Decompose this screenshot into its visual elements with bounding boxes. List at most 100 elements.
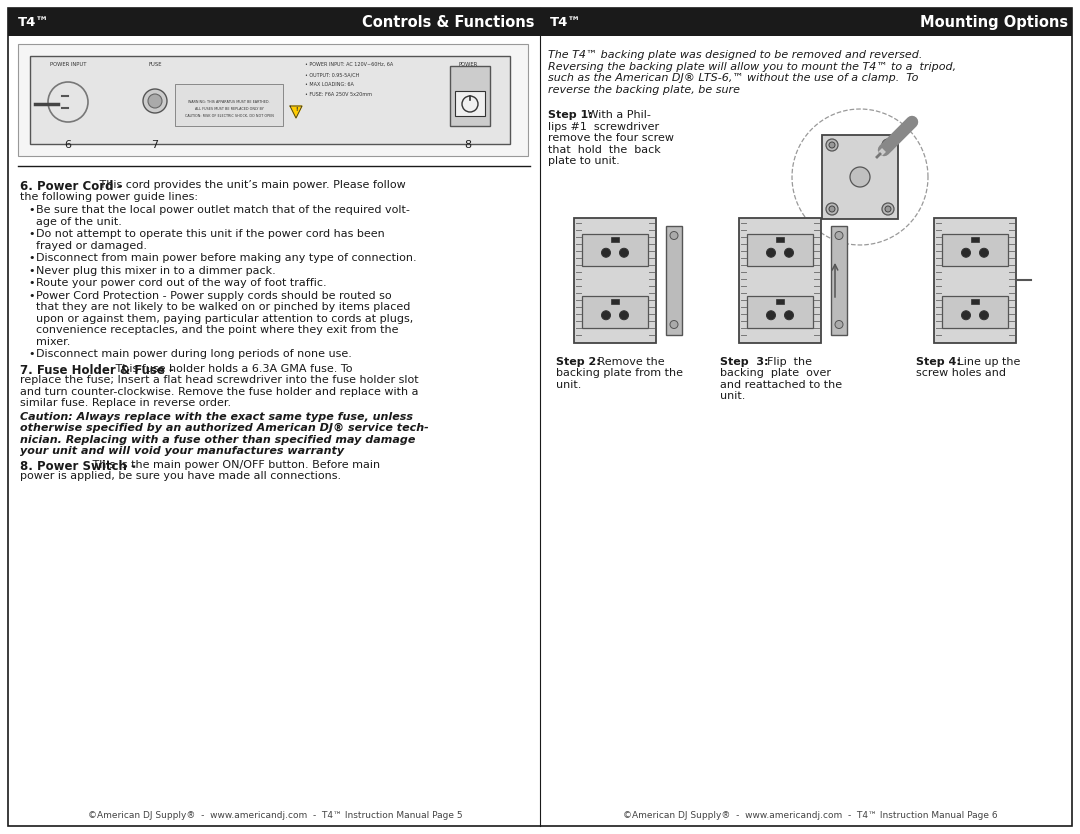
- Text: CAUTION: RISK OF ELECTRIC SHOCK, DO NOT OPEN: CAUTION: RISK OF ELECTRIC SHOCK, DO NOT …: [185, 114, 273, 118]
- Bar: [777, 237, 784, 242]
- Bar: [540, 8, 1072, 36]
- Text: and reattached to the: and reattached to the: [720, 379, 842, 389]
- Text: Never plug this mixer in to a dimmer pack.: Never plug this mixer in to a dimmer pac…: [36, 265, 275, 275]
- Circle shape: [620, 249, 629, 257]
- Text: • POWER INPUT: AC 120V~60Hz, 6A: • POWER INPUT: AC 120V~60Hz, 6A: [305, 62, 393, 67]
- Text: plate to unit.: plate to unit.: [548, 156, 620, 166]
- Circle shape: [826, 139, 838, 151]
- Text: and turn counter-clockwise. Remove the fuse holder and replace with a: and turn counter-clockwise. Remove the f…: [21, 386, 419, 396]
- Circle shape: [826, 203, 838, 215]
- Text: 7. Fuse Holder & Fuse -: 7. Fuse Holder & Fuse -: [21, 364, 174, 376]
- Bar: [582, 234, 648, 266]
- Text: Disconnect main power during long periods of none use.: Disconnect main power during long period…: [36, 349, 352, 359]
- Text: similar fuse. Replace in reverse order.: similar fuse. Replace in reverse order.: [21, 398, 231, 408]
- Circle shape: [882, 139, 894, 151]
- Text: POWER INPUT: POWER INPUT: [50, 62, 86, 67]
- Bar: [175, 84, 283, 126]
- Text: • OUTPUT: 0.95-5A/CH: • OUTPUT: 0.95-5A/CH: [305, 72, 360, 77]
- Bar: [942, 234, 1008, 266]
- Text: Caution: Always replace with the exact same type fuse, unless: Caution: Always replace with the exact s…: [21, 411, 413, 421]
- Text: Do not attempt to operate this unit if the power cord has been: Do not attempt to operate this unit if t…: [36, 229, 384, 239]
- Bar: [573, 218, 656, 343]
- Circle shape: [980, 311, 988, 319]
- Bar: [739, 218, 821, 343]
- Circle shape: [961, 311, 971, 319]
- Text: FUSE: FUSE: [148, 62, 162, 67]
- Circle shape: [462, 96, 478, 112]
- Circle shape: [670, 232, 678, 239]
- Text: This is the main power ON/OFF button. Before main: This is the main power ON/OFF button. Be…: [89, 460, 380, 470]
- Text: Power Cord Protection - Power supply cords should be routed so: Power Cord Protection - Power supply cor…: [36, 290, 392, 300]
- Text: Line up the: Line up the: [954, 356, 1021, 366]
- Bar: [582, 296, 648, 329]
- Text: •: •: [28, 290, 35, 300]
- Text: POWER: POWER: [458, 62, 477, 67]
- Text: This fuse holder holds a 6.3A GMA fuse. To: This fuse holder holds a 6.3A GMA fuse. …: [112, 364, 352, 374]
- Text: that they are not likely to be walked on or pinched by items placed: that they are not likely to be walked on…: [36, 302, 410, 312]
- Text: upon or against them, paying particular attention to cords at plugs,: upon or against them, paying particular …: [36, 314, 414, 324]
- Circle shape: [784, 311, 794, 319]
- Text: ALL FUSES MUST BE REPLACED ONLY BY: ALL FUSES MUST BE REPLACED ONLY BY: [194, 107, 264, 111]
- Circle shape: [784, 249, 794, 257]
- Circle shape: [670, 320, 678, 329]
- Text: Be sure that the local power outlet match that of the required volt-: Be sure that the local power outlet matc…: [36, 205, 410, 215]
- Circle shape: [143, 89, 167, 113]
- Bar: [450, 66, 490, 126]
- Text: power is applied, be sure you have made all connections.: power is applied, be sure you have made …: [21, 471, 341, 481]
- Text: otherwise specified by an authorized American DJ® service tech-: otherwise specified by an authorized Ame…: [21, 423, 429, 433]
- Bar: [666, 225, 681, 334]
- Text: This cord provides the unit’s main power. Please follow: This cord provides the unit’s main power…: [96, 180, 406, 190]
- Bar: [831, 225, 847, 334]
- Text: such as the American DJ® LTS-6,™ without the use of a clamp.  To: such as the American DJ® LTS-6,™ without…: [548, 73, 918, 83]
- Text: 8. Power Switch -: 8. Power Switch -: [21, 460, 136, 473]
- Text: •: •: [28, 229, 35, 239]
- Bar: [30, 56, 510, 144]
- Text: Flip  the: Flip the: [760, 356, 812, 366]
- Bar: [455, 91, 485, 116]
- Bar: [934, 218, 1016, 343]
- Text: Route your power cord out of the way of foot traffic.: Route your power cord out of the way of …: [36, 278, 326, 288]
- Text: Remove the: Remove the: [594, 356, 664, 366]
- Circle shape: [835, 320, 843, 329]
- Bar: [822, 135, 897, 219]
- Text: lips #1  screwdriver: lips #1 screwdriver: [548, 122, 659, 132]
- Circle shape: [882, 203, 894, 215]
- Text: nician. Replacing with a fuse other than specified may damage: nician. Replacing with a fuse other than…: [21, 435, 416, 445]
- Text: screw holes and: screw holes and: [916, 368, 1005, 378]
- Bar: [777, 299, 784, 304]
- Circle shape: [767, 249, 775, 257]
- Text: reverse the backing plate, be sure: reverse the backing plate, be sure: [548, 84, 740, 94]
- Text: •: •: [28, 349, 35, 359]
- Circle shape: [148, 94, 162, 108]
- Bar: [971, 299, 978, 304]
- Text: 8: 8: [464, 140, 472, 150]
- Text: With a Phil-: With a Phil-: [584, 110, 651, 120]
- Bar: [747, 296, 813, 329]
- Text: Step 4:: Step 4:: [916, 356, 961, 366]
- Text: •: •: [28, 265, 35, 275]
- Bar: [971, 237, 978, 242]
- Text: • FUSE: F6A 250V 5x20mm: • FUSE: F6A 250V 5x20mm: [305, 92, 372, 97]
- Text: !: !: [295, 107, 297, 112]
- Text: WARNING: THIS APPARATUS MUST BE EARTHED.: WARNING: THIS APPARATUS MUST BE EARTHED.: [188, 100, 270, 104]
- Circle shape: [767, 311, 775, 319]
- Text: frayed or damaged.: frayed or damaged.: [36, 240, 147, 250]
- Text: ©American DJ Supply®  -  www.americandj.com  -  T4™ Instruction Manual Page 5: ©American DJ Supply® - www.americandj.co…: [87, 811, 462, 820]
- Text: T4™: T4™: [550, 16, 582, 28]
- Text: •: •: [28, 253, 35, 263]
- Text: remove the four screw: remove the four screw: [548, 133, 674, 143]
- Text: 6: 6: [65, 140, 71, 150]
- Circle shape: [885, 142, 891, 148]
- Circle shape: [961, 249, 971, 257]
- Circle shape: [620, 311, 629, 319]
- Bar: [942, 296, 1008, 329]
- Text: backing  plate  over: backing plate over: [720, 368, 831, 378]
- Text: Disconnect from main power before making any type of connection.: Disconnect from main power before making…: [36, 253, 417, 263]
- Circle shape: [980, 249, 988, 257]
- Text: • MAX LOADING: 6A: • MAX LOADING: 6A: [305, 82, 354, 87]
- Circle shape: [829, 206, 835, 212]
- Text: Step 2:: Step 2:: [556, 356, 600, 366]
- Text: backing plate from the: backing plate from the: [556, 368, 683, 378]
- Text: 6. Power Cord -: 6. Power Cord -: [21, 180, 122, 193]
- Text: Step  3:: Step 3:: [720, 356, 769, 366]
